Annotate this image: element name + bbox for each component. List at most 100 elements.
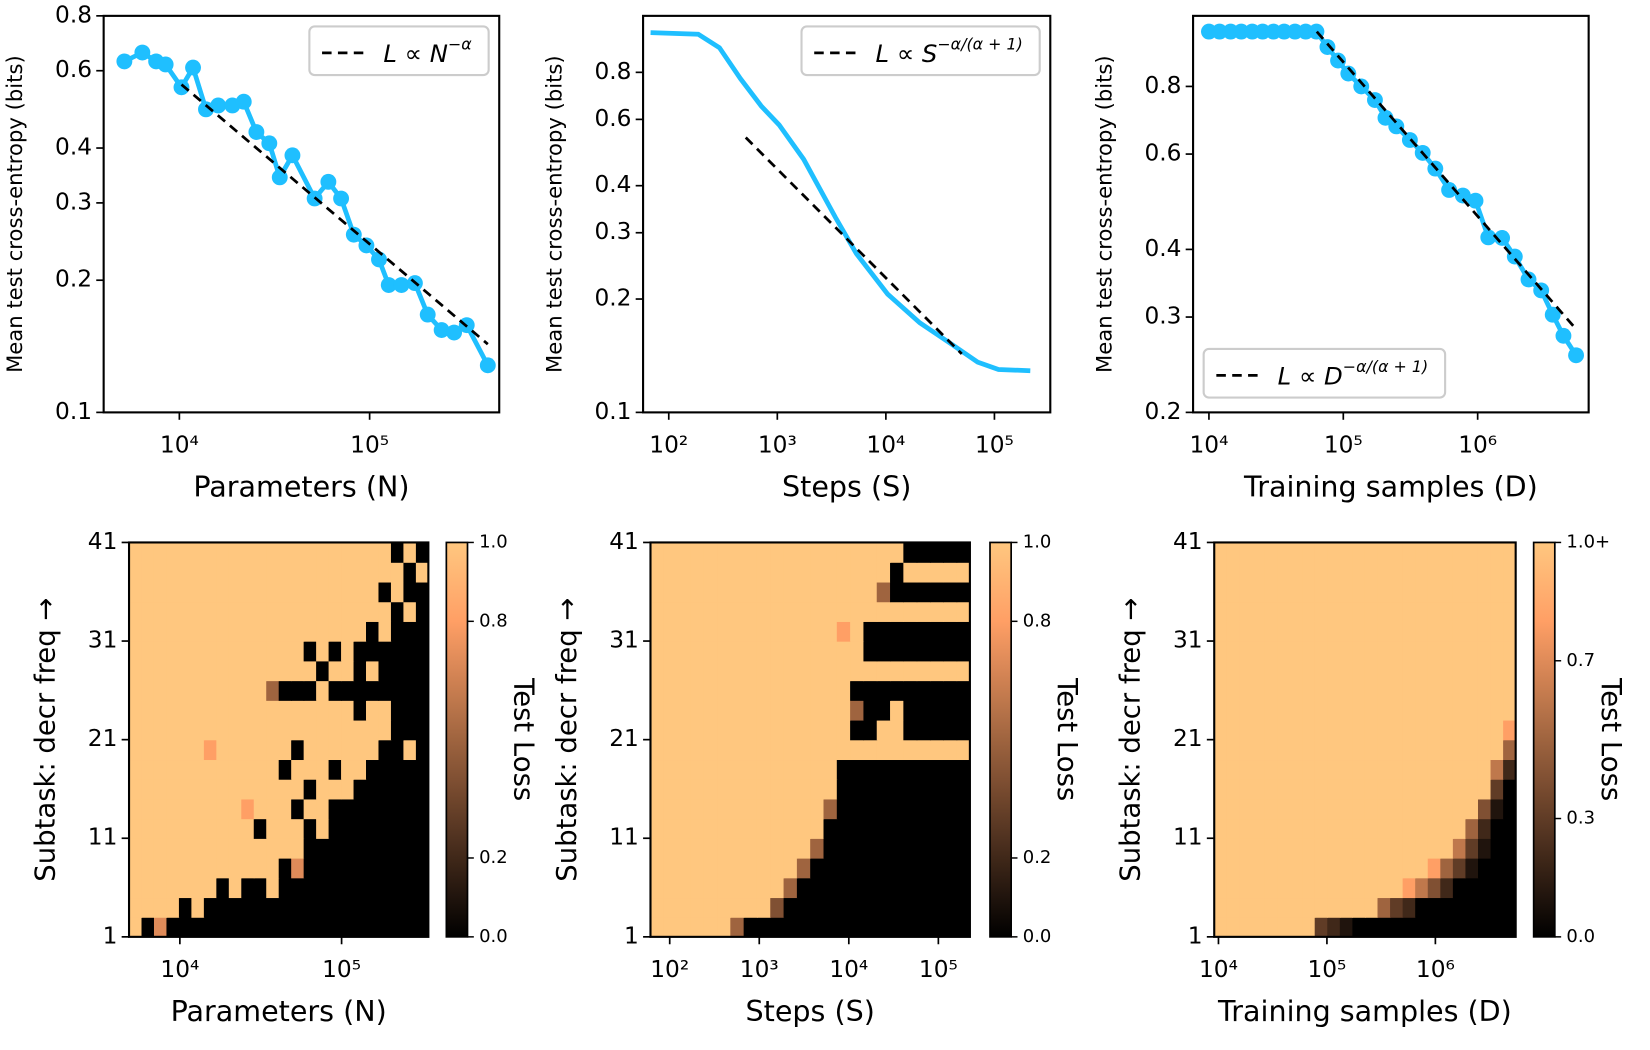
heatmap-cell [228, 562, 242, 583]
heatmap-cell [956, 877, 971, 899]
heatmap-cell [316, 601, 330, 622]
heatmap-cell [1465, 838, 1479, 859]
heatmap-cell [253, 857, 267, 879]
heatmap-cell [1226, 601, 1240, 622]
heatmap-cell [216, 877, 230, 899]
heatmap-cell [353, 838, 367, 859]
heatmap-cell [1440, 700, 1454, 721]
heatmap-cell [850, 897, 865, 918]
heatmap-cell [929, 917, 944, 938]
heatmap-cell [303, 562, 317, 583]
heatmap-cell [378, 719, 392, 741]
heatmap-cell [1226, 857, 1240, 879]
heatmap-cell [1289, 542, 1303, 563]
heatmap-cell [1377, 700, 1391, 721]
heatmap-cell [253, 818, 267, 839]
heatmap-cell [1477, 641, 1492, 662]
heatmap-cell [770, 562, 785, 583]
heatmap-cell [228, 542, 242, 563]
heatmap-cell [266, 779, 280, 800]
heatmap-cell [253, 581, 267, 603]
heatmap-cell [316, 897, 330, 918]
heatmap-cell [1415, 542, 1429, 563]
heatmap-cell [1390, 857, 1404, 879]
heatmap-cell [956, 601, 971, 622]
heatmap-cell [770, 601, 785, 622]
heatmap-cell [1214, 838, 1228, 859]
heatmap-cell [1302, 838, 1316, 859]
heatmap-cell [663, 719, 678, 741]
legend-label-exponent: −α/(α + 1) [937, 34, 1022, 53]
heatmap-cell [703, 542, 718, 563]
heatmap-cell [943, 581, 958, 603]
heatmap-cell [378, 779, 392, 800]
heatmap-cell [876, 759, 891, 780]
heatmap-cell [823, 542, 838, 563]
heatmap-cell [1490, 818, 1504, 839]
heatmap-cell [1327, 877, 1341, 899]
heatmap-cell [730, 719, 745, 741]
heatmap-cell [836, 660, 851, 682]
heatmap-cell [278, 660, 292, 682]
heatmap-cell [415, 779, 429, 800]
heatmap-cell [341, 621, 355, 642]
heatmap-cell [850, 779, 865, 800]
data-point [1353, 78, 1370, 95]
heatmap-cell [1465, 621, 1479, 642]
heatmap-cell [141, 779, 155, 800]
data-point [235, 93, 252, 110]
heatmap-cell [1289, 897, 1303, 918]
heatmap-cell [1390, 621, 1404, 642]
heatmap-cell [390, 542, 405, 563]
heatmap-cell [1415, 562, 1429, 583]
heatmap-cell [1214, 897, 1228, 918]
heatmap-cell [1352, 660, 1366, 682]
heatmap-cell [1302, 739, 1316, 761]
heatmap-cell [1490, 779, 1504, 800]
heatmap-cell [1490, 562, 1504, 583]
heatmap-cell [863, 917, 878, 938]
heatmap-cell [903, 917, 918, 938]
heatmap-cell [191, 779, 205, 800]
heatmap-cell [690, 739, 705, 761]
heatmap-cell [1251, 917, 1266, 938]
heatmap-cell [703, 700, 718, 721]
heatmap-cell [810, 601, 825, 622]
heatmap-cell [203, 542, 217, 563]
heatmap-cell [690, 680, 705, 701]
heatmap-cell [796, 680, 811, 701]
legend: L ∝ N−α [308, 25, 490, 77]
x-tick-label: 10⁴ [866, 432, 905, 459]
heatmap-cell [690, 917, 705, 938]
heatmap-cell [178, 759, 193, 780]
x-tick-label: 10² [649, 432, 688, 459]
y-tick-label: 0.8 [1144, 72, 1181, 99]
heatmap-cell [1264, 798, 1278, 820]
heatmap-cell [153, 877, 168, 899]
heatmap-cell [850, 542, 865, 563]
heatmap-cell [178, 700, 193, 721]
heatmap-cell [278, 562, 292, 583]
heatmap-cell [1314, 660, 1328, 682]
heatmap-cell [876, 857, 891, 879]
heatmap-cell [796, 917, 811, 938]
heatmap-cell [823, 680, 838, 701]
y-axis-label: Subtask: decr freq → [30, 598, 62, 882]
heatmap-cell [390, 660, 405, 682]
heatmap-cell [153, 798, 168, 820]
heatmap-cell [730, 601, 745, 622]
heatmap-cell [650, 857, 665, 879]
x-axis-label: Training samples (D) [1217, 994, 1512, 1028]
heatmap-cell [1377, 739, 1391, 761]
heatmap-cell [328, 641, 342, 662]
heatmap-cell [1477, 700, 1492, 721]
heatmap-cell [1415, 680, 1429, 701]
x-axis-label: Parameters (N) [193, 470, 409, 504]
heatmap-cell [353, 601, 367, 622]
heatmap-cell [1239, 818, 1253, 839]
heatmap-cell [241, 739, 255, 761]
heatmap-cell [1427, 700, 1441, 721]
heatmap-cell [1490, 641, 1504, 662]
heatmap-cell [1314, 759, 1328, 780]
